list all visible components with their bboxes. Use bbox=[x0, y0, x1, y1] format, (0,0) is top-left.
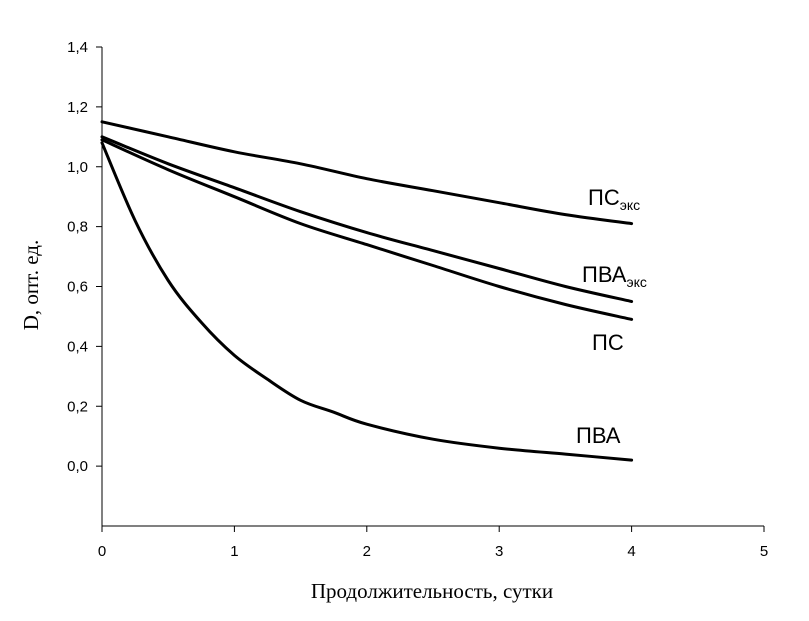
y-tick-label: 0,8 bbox=[67, 219, 88, 236]
series-line bbox=[100, 141, 634, 462]
axes bbox=[101, 47, 764, 527]
x-tick-label: 3 bbox=[495, 543, 503, 560]
series-label: ПС bbox=[592, 330, 624, 355]
series-line bbox=[100, 120, 634, 226]
y-tick-label: 0,0 bbox=[67, 458, 88, 475]
series-line bbox=[100, 135, 634, 303]
series-lines bbox=[100, 120, 634, 462]
series-line bbox=[100, 138, 634, 321]
x-tick-label: 4 bbox=[627, 543, 635, 560]
y-tick-label: 0,6 bbox=[67, 279, 88, 296]
x-tick-label: 1 bbox=[230, 543, 238, 560]
x-tick-label: 0 bbox=[98, 543, 106, 560]
y-tick-label: 1,0 bbox=[67, 159, 88, 176]
y-tick-label: 0,2 bbox=[67, 398, 88, 415]
series-label: ПВА bbox=[576, 423, 621, 448]
series-label: ПВАэкс bbox=[582, 262, 647, 290]
x-tick-label: 5 bbox=[760, 543, 768, 560]
series-labels: ПСэкс ПВАэкс ПС ПВА bbox=[576, 185, 647, 448]
x-tick-label: 2 bbox=[363, 543, 371, 560]
y-tick-label: 1,2 bbox=[67, 99, 88, 116]
y-tick-label: 0,4 bbox=[67, 338, 88, 355]
x-axis-title: Продолжительность, сутки bbox=[311, 579, 553, 603]
series-label: ПСэкс bbox=[588, 185, 640, 213]
tick-group: 0 1 2 3 4 5 0,0 0,2 0,4 0,6 0,8 1,0 1,2 1,4 bbox=[67, 39, 768, 560]
y-axis-title: D, опт. ед. bbox=[19, 240, 43, 330]
y-tick-label: 1,4 bbox=[67, 39, 88, 56]
